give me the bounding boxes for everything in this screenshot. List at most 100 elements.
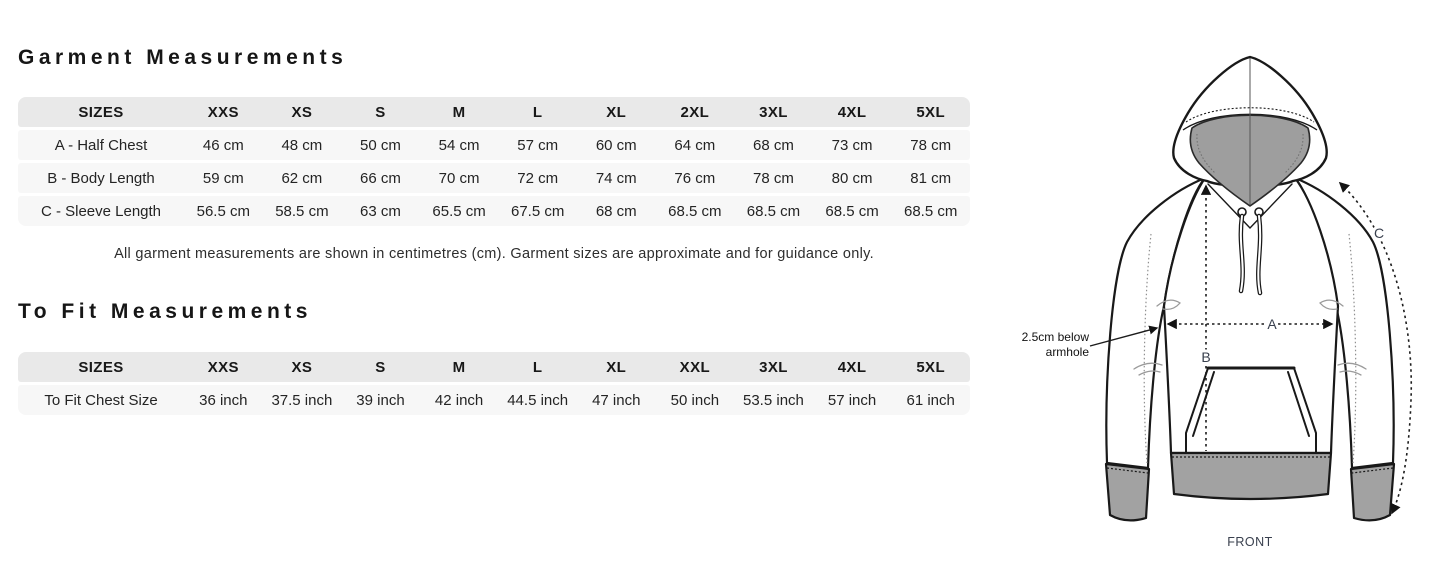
measurement-cell: 62 cm (262, 163, 342, 193)
armhole-annotation-line2: armhole (1046, 345, 1090, 359)
measurement-cell: 53.5 inch (734, 385, 813, 415)
armhole-pointer-line (1089, 325, 1159, 347)
left-cuff-stitch (1106, 467, 1149, 474)
hood-trim-stitch (1185, 107, 1315, 123)
left-cuff (1104, 462, 1151, 522)
garment-measurements-title: Garment Measurements (18, 46, 348, 69)
sizes-header: SIZES (18, 97, 184, 127)
measurement-cell: 50 inch (655, 385, 735, 415)
label-b: B (1201, 349, 1210, 365)
size-col-header: L (498, 97, 577, 127)
size-col-header: 3XL (734, 97, 813, 127)
measurement-cell: 57 cm (498, 130, 577, 160)
table-row-half-chest: A - Half Chest 46 cm 48 cm 50 cm 54 cm 5… (18, 130, 970, 160)
row-label: B - Body Length (18, 163, 184, 193)
size-col-header: XL (576, 352, 656, 382)
table-header-row: SIZES XXS XS S M L XL XXL 3XL 4XL 5XL (18, 352, 970, 382)
table-row-body-length: B - Body Length 59 cm 62 cm 66 cm 70 cm … (18, 163, 970, 193)
size-col-header: 3XL (734, 352, 813, 382)
neck-trim (1207, 183, 1293, 230)
row-label: A - Half Chest (18, 130, 184, 160)
measurement-cell: 36 inch (184, 385, 263, 415)
measurement-cell: 57 inch (812, 385, 892, 415)
size-col-header: XXL (655, 352, 735, 382)
measurement-cell: 78 cm (734, 163, 813, 193)
measurement-cell: 56.5 cm (184, 196, 263, 226)
measurement-cell: 68.5 cm (812, 196, 892, 226)
table-row-sleeve-length: C - Sleeve Length 56.5 cm 58.5 cm 63 cm … (18, 196, 970, 226)
measurement-cell: 61 inch (891, 385, 970, 415)
size-col-header: 2XL (655, 97, 735, 127)
left-drawstring-core (1239, 215, 1244, 292)
size-col-header: XL (576, 97, 656, 127)
measurement-cell: 78 cm (891, 130, 970, 160)
measurement-cell: 68.5 cm (891, 196, 970, 226)
measurement-cell: 68 cm (734, 130, 813, 160)
size-col-header: L (498, 352, 577, 382)
hoodie-body (1162, 171, 1340, 455)
measurement-cell: 63 cm (341, 196, 420, 226)
measurement-cell: 68 cm (576, 196, 656, 226)
measurement-cell: 73 cm (812, 130, 892, 160)
measurement-cell: 37.5 inch (262, 385, 342, 415)
hood-interior-stitch (1196, 133, 1304, 174)
size-col-header: XXS (184, 97, 263, 127)
hoodie-diagram-svg: A B C 2.5cm below armhole FRONT (1022, 55, 1413, 549)
right-drawstring-core (1257, 215, 1262, 294)
to-fit-measurements-table: SIZES XXS XS S M L XL XXL 3XL 4XL 5XL To… (18, 349, 970, 418)
measurement-cell: 42 inch (419, 385, 499, 415)
label-a: A (1267, 316, 1277, 332)
measurement-cell: 81 cm (891, 163, 970, 193)
size-col-header: 5XL (891, 352, 970, 382)
row-label: C - Sleeve Length (18, 196, 184, 226)
measurement-cell: 72 cm (498, 163, 577, 193)
pocket-right-edge (1287, 367, 1317, 453)
measurement-cell: 74 cm (576, 163, 656, 193)
sleeve-length-measure-line (1338, 181, 1413, 515)
sizes-header: SIZES (18, 352, 184, 382)
waistband (1169, 451, 1333, 501)
armhole-annotation-line1: 2.5cm below (1022, 330, 1090, 344)
size-col-header: XXS (184, 352, 263, 382)
measurement-cell: 68.5 cm (655, 196, 735, 226)
measurement-cell: 60 cm (576, 130, 656, 160)
measurement-cell: 64 cm (655, 130, 735, 160)
wrinkle-left-armhole (1156, 299, 1181, 311)
measurement-cell: 48 cm (262, 130, 342, 160)
right-cuff (1349, 462, 1396, 522)
size-col-header: M (419, 97, 499, 127)
table-row-chest-size: To Fit Chest Size 36 inch 37.5 inch 39 i… (18, 385, 970, 415)
wrinkle-left-sleeve (1133, 362, 1163, 376)
measurement-cell: 76 cm (655, 163, 735, 193)
measurement-cell: 58.5 cm (262, 196, 342, 226)
measurement-cell: 70 cm (419, 163, 499, 193)
wrinkle-right-armhole (1319, 299, 1344, 311)
row-label: To Fit Chest Size (18, 385, 184, 415)
front-caption: FRONT (1227, 535, 1273, 549)
table-header-row: SIZES XXS XS S M L XL 2XL 3XL 4XL 5XL (18, 97, 970, 127)
to-fit-measurements-title: To Fit Measurements (18, 300, 312, 323)
garment-measurements-table: SIZES XXS XS S M L XL 2XL 3XL 4XL 5XL A … (18, 94, 970, 229)
measurement-cell: 50 cm (341, 130, 420, 160)
hoodie-measurement-diagram: A B C 2.5cm below armhole FRONT (1000, 0, 1445, 568)
measurement-cell: 65.5 cm (419, 196, 499, 226)
size-col-header: XS (262, 352, 342, 382)
size-col-header: S (341, 97, 420, 127)
measurements-note: All garment measurements are shown in ce… (114, 246, 874, 262)
measurement-cell: 44.5 inch (498, 385, 577, 415)
measurement-cell: 54 cm (419, 130, 499, 160)
measurement-cell: 39 inch (341, 385, 420, 415)
measurement-cell: 68.5 cm (734, 196, 813, 226)
size-col-header: M (419, 352, 499, 382)
measurement-cell: 80 cm (812, 163, 892, 193)
size-col-header: S (341, 352, 420, 382)
size-col-header: XS (262, 97, 342, 127)
measurement-cell: 67.5 cm (498, 196, 577, 226)
measurement-cell: 66 cm (341, 163, 420, 193)
size-col-header: 4XL (812, 97, 892, 127)
pocket-left-edge (1185, 367, 1215, 453)
measurement-cell: 46 cm (184, 130, 263, 160)
size-col-header: 5XL (891, 97, 970, 127)
size-col-header: 4XL (812, 352, 892, 382)
